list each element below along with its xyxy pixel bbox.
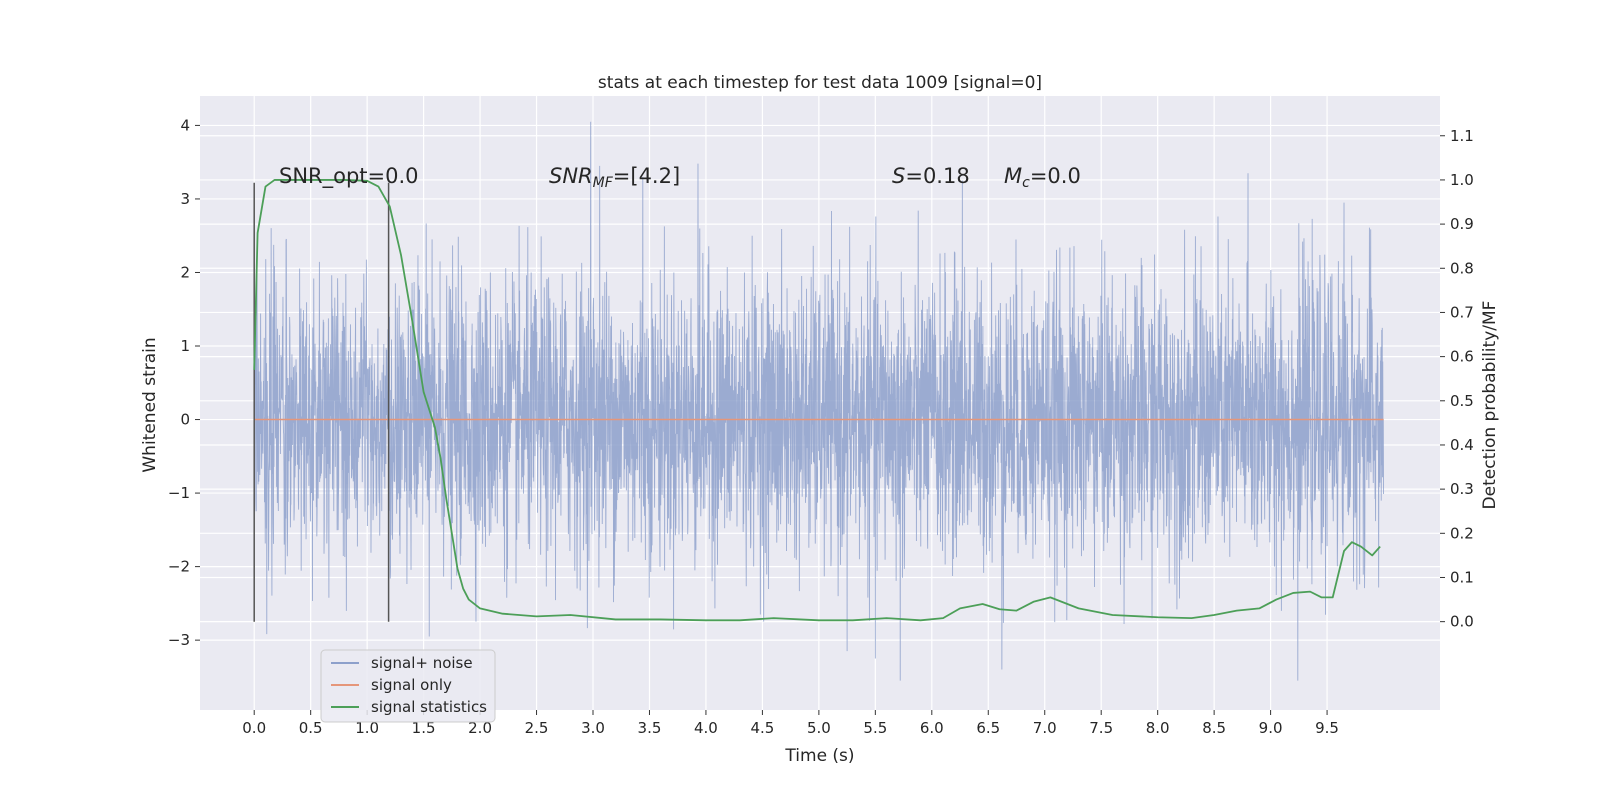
y2-tick-label: 0.5 <box>1450 392 1474 410</box>
legend-box <box>320 649 496 723</box>
y-tick-label: 2 <box>180 263 190 281</box>
x-tick-label: 3.5 <box>638 719 662 737</box>
noise-series <box>253 121 1384 681</box>
noise-line <box>253 121 1384 681</box>
x-tick-label: 3.0 <box>581 719 605 737</box>
x-tick-label: 5.5 <box>863 719 887 737</box>
y-tick-label: −1 <box>168 484 190 502</box>
x-tick-label: 9.5 <box>1315 719 1339 737</box>
snr-mf-sub: MF <box>593 175 614 191</box>
x-tick-label: 6.0 <box>920 719 944 737</box>
y2-tick-label: 0.0 <box>1450 613 1474 631</box>
s-label: S <box>892 164 905 188</box>
x-tick-label: 0.0 <box>242 719 266 737</box>
y2-axis-label: Detection probability/MF <box>1480 301 1500 510</box>
y2-tick-label: 0.3 <box>1450 480 1474 498</box>
y-tick-label: −3 <box>168 631 190 649</box>
y2-tick-label: 0.4 <box>1450 436 1474 454</box>
y2-tick-label: 0.7 <box>1450 303 1474 321</box>
x-tick-label: 7.5 <box>1089 719 1113 737</box>
y2-axis-ticks: 0.0 0.1 0.2 0.3 0.4 0.5 0.6 0.7 0.8 0.9 1.0 1.1 <box>1440 127 1474 631</box>
y2-tick-label: 0.1 <box>1450 568 1474 586</box>
snr-mf-base: SNR <box>549 164 593 188</box>
y-axis-ticks: −3 −2 −1 0 1 2 3 4 <box>168 116 200 649</box>
x-tick-label: 8.5 <box>1202 719 1226 737</box>
y2-tick-label: 1.1 <box>1450 127 1474 145</box>
legend-label-signal: signal only <box>371 676 452 694</box>
x-tick-label: 2.0 <box>468 719 492 737</box>
snr-mf-annotation: SNRMF=[4.2] <box>549 164 680 191</box>
snr-mf-value: =[4.2] <box>613 164 680 188</box>
x-axis-label: Time (s) <box>784 746 854 766</box>
x-axis-ticks: 0.0 0.5 1.0 1.5 2.0 2.5 3.0 3.5 4.0 4.5 5.0 5.5 6.0 6… <box>242 710 1339 737</box>
x-tick-label: 2.5 <box>525 719 549 737</box>
s-annotation: S=0.18 <box>892 164 970 188</box>
mc-value: =0.0 <box>1030 164 1081 188</box>
stats-line <box>253 179 1381 622</box>
x-tick-label: 1.5 <box>412 719 436 737</box>
y-tick-label: 1 <box>180 337 190 355</box>
x-tick-label: 4.0 <box>694 719 718 737</box>
x-tick-label: 9.0 <box>1259 719 1283 737</box>
x-tick-label: 6.5 <box>976 719 1000 737</box>
y-tick-label: 0 <box>180 411 190 429</box>
y2-tick-label: 0.8 <box>1450 259 1474 277</box>
y2-tick-label: 1.0 <box>1450 171 1474 189</box>
mc-annotation: Mc=0.0 <box>1004 164 1081 191</box>
x-tick-label: 4.5 <box>750 719 774 737</box>
legend-label-stats: signal statistics <box>371 698 487 716</box>
y2-tick-label: 0.6 <box>1450 348 1474 366</box>
x-tick-label: 7.0 <box>1033 719 1057 737</box>
chart-title: stats at each timestep for test data 100… <box>598 73 1042 93</box>
snr-opt-annotation: SNR_opt=0.0 <box>279 164 419 189</box>
y-axis-label: Whitened strain <box>140 337 160 472</box>
x-tick-label: 8.0 <box>1146 719 1170 737</box>
legend: signal+ noise signal only signal statist… <box>320 649 496 723</box>
mc-base: M <box>1004 164 1022 188</box>
legend-label-noise: signal+ noise <box>371 654 473 672</box>
x-tick-label: 1.0 <box>355 719 379 737</box>
y2-tick-label: 0.9 <box>1450 215 1474 233</box>
y-tick-label: 3 <box>180 190 190 208</box>
s-value: =0.18 <box>905 164 969 188</box>
y-tick-label: 4 <box>180 116 190 134</box>
x-tick-label: 0.5 <box>299 719 323 737</box>
window-markers <box>253 182 390 622</box>
x-tick-label: 5.0 <box>807 719 831 737</box>
stats-series <box>253 179 1381 622</box>
y2-tick-label: 0.2 <box>1450 524 1474 542</box>
mc-sub: c <box>1022 175 1030 191</box>
y-tick-label: −2 <box>168 558 190 576</box>
